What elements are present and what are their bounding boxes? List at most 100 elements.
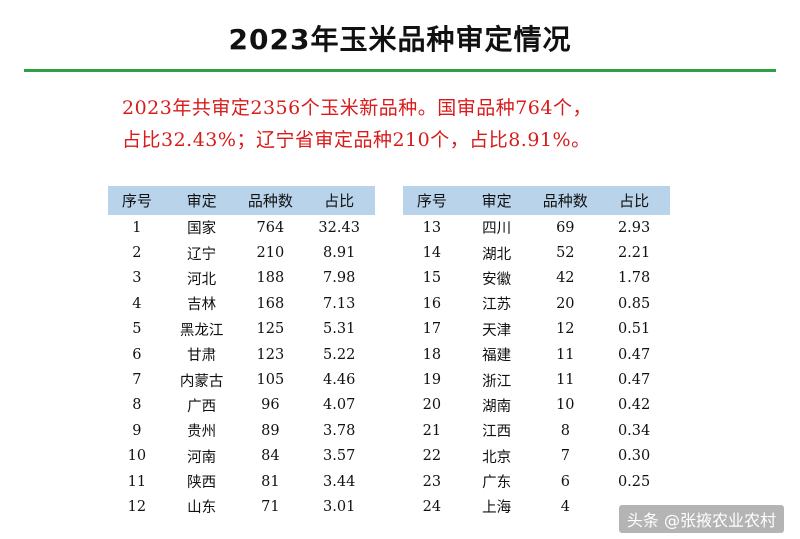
- cell-index-right: 20: [422, 397, 442, 414]
- cell-region-right: 安徽: [482, 271, 512, 288]
- cell-count-right: 6: [560, 473, 570, 490]
- table-header-row: 序号 审定 品种数 占比 序号 审定 品种数 占比: [108, 186, 670, 215]
- table-row: 12 山东 71 3.01 24 上海 4: [108, 494, 670, 519]
- cell-region-left: 河南: [187, 449, 217, 466]
- cell-index-left: 11: [127, 473, 147, 490]
- cell-share-right: 2.21: [617, 245, 651, 262]
- cell-region-left: 陕西: [187, 475, 217, 492]
- cell-share-right: 0.25: [617, 473, 651, 490]
- cell-share-left: 7.13: [323, 295, 356, 312]
- title-divider: [24, 69, 776, 72]
- header-region-right: 审定: [460, 186, 533, 215]
- column-gap: [375, 215, 403, 240]
- cell-count-right: 4: [560, 498, 570, 515]
- cell-share-left: 8.91: [323, 245, 356, 262]
- cell-share-right: 0.34: [617, 422, 651, 439]
- cell-index-right: 24: [422, 498, 442, 515]
- cell-count-right: 52: [556, 245, 575, 262]
- cell-region-right: 江苏: [482, 297, 512, 314]
- cell-share-left: 5.22: [323, 346, 356, 363]
- summary-line-1: 2023年共审定2356个玉米新品种。国审品种764个，: [122, 97, 592, 119]
- cell-share-right: 0.30: [617, 448, 651, 465]
- cell-index-right: 14: [422, 245, 442, 262]
- cell-share-right: 2.93: [617, 219, 651, 236]
- cell-share-left: 3.57: [323, 448, 356, 465]
- cell-index-left: 9: [132, 422, 142, 439]
- cell-index-right: 16: [422, 295, 442, 312]
- cell-region-right: 福建: [482, 348, 512, 365]
- cell-count-right: 42: [556, 270, 575, 287]
- table-row: 5 黑龙江 125 5.31 17 天津 12 0.51: [108, 317, 670, 342]
- cell-region-right: 天津: [482, 322, 512, 339]
- table-row: 4 吉林 168 7.13 16 江苏 20 0.85: [108, 291, 670, 316]
- cell-index-left: 2: [132, 245, 142, 262]
- cell-count-left: 764: [256, 219, 285, 236]
- cell-index-right: 19: [422, 372, 442, 389]
- cell-share-left: 5.31: [323, 321, 356, 338]
- cell-count-right: 7: [560, 448, 570, 465]
- table-row: 8 广西 96 4.07 20 湖南 10 0.42: [108, 393, 670, 418]
- cell-region-left: 吉林: [187, 297, 217, 314]
- cell-index-left: 6: [132, 346, 142, 363]
- table-row: 9 贵州 89 3.78 21 江西 8 0.34: [108, 418, 670, 443]
- cell-share-right: 1.78: [617, 270, 651, 287]
- header-region-left: 审定: [165, 186, 238, 215]
- cell-index-left: 10: [127, 448, 147, 465]
- cell-share-left: 3.78: [323, 422, 356, 439]
- cell-count-left: 105: [256, 372, 285, 389]
- watermark: 头条 @张掖农业农村: [618, 505, 784, 533]
- cell-count-left: 81: [261, 473, 280, 490]
- cell-region-right: 上海: [482, 500, 512, 517]
- cell-count-right: 8: [560, 422, 570, 439]
- table-row: 6 甘肃 123 5.22 18 福建 11 0.47: [108, 342, 670, 367]
- table-row: 11 陕西 81 3.44 23 广东 6 0.25: [108, 469, 670, 494]
- variety-table-container: 序号 审定 品种数 占比 序号 审定 品种数 占比 1 国家 764 32.43 13 四…: [108, 186, 670, 520]
- summary-line-2: 占比32.43%；辽宁省审定品种210个，占比8.91%。: [122, 129, 591, 151]
- cell-share-right: 0.42: [617, 397, 651, 414]
- cell-index-right: 15: [422, 270, 442, 287]
- cell-index-left: 1: [132, 219, 142, 236]
- column-gap: [375, 240, 403, 265]
- cell-region-left: 贵州: [187, 424, 217, 441]
- cell-share-left: 7.98: [323, 270, 356, 287]
- column-gap: [375, 444, 403, 469]
- cell-index-left: 12: [127, 498, 147, 515]
- cell-count-right: 11: [556, 346, 575, 363]
- cell-share-right: 0.51: [617, 321, 651, 338]
- cell-index-left: 8: [132, 397, 142, 414]
- header-share-left: 占比: [303, 186, 376, 215]
- table-row: 1 国家 764 32.43 13 四川 69 2.93: [108, 215, 670, 240]
- cell-index-right: 22: [422, 448, 442, 465]
- cell-region-left: 河北: [187, 271, 217, 288]
- table-row: 7 内蒙古 105 4.46 19 浙江 11 0.47: [108, 367, 670, 392]
- cell-count-left: 96: [261, 397, 280, 414]
- column-gap: [375, 317, 403, 342]
- cell-share-left: 4.46: [323, 372, 356, 389]
- cell-region-right: 浙江: [482, 373, 512, 390]
- table-row: 10 河南 84 3.57 22 北京 7 0.30: [108, 444, 670, 469]
- cell-index-right: 13: [422, 219, 442, 236]
- cell-share-right: 0.47: [617, 346, 651, 363]
- header-index-left: 序号: [108, 186, 166, 215]
- header-count-right: 品种数: [532, 186, 599, 215]
- cell-index-right: 17: [422, 321, 442, 338]
- cell-share-left: 4.07: [323, 397, 356, 414]
- cell-share-right: 0.47: [617, 372, 651, 389]
- summary-text: 2023年共审定2356个玉米新品种。国审品种764个， 占比32.43%；辽宁…: [122, 92, 722, 156]
- cell-region-left: 广西: [187, 398, 217, 415]
- cell-count-left: 89: [261, 422, 280, 439]
- column-gap: [375, 418, 403, 443]
- cell-count-left: 210: [256, 245, 285, 262]
- cell-share-left: 3.44: [323, 473, 356, 490]
- cell-count-left: 84: [261, 448, 280, 465]
- cell-share-left: 32.43: [318, 219, 360, 236]
- cell-region-right: 北京: [482, 449, 512, 466]
- cell-index-left: 3: [132, 270, 142, 287]
- cell-index-left: 4: [132, 295, 142, 312]
- column-gap: [375, 342, 403, 367]
- cell-count-left: 188: [256, 270, 285, 287]
- column-gap: [375, 469, 403, 494]
- cell-share-left: 3.01: [323, 498, 356, 515]
- cell-region-right: 四川: [482, 221, 512, 238]
- cell-count-right: 12: [556, 321, 575, 338]
